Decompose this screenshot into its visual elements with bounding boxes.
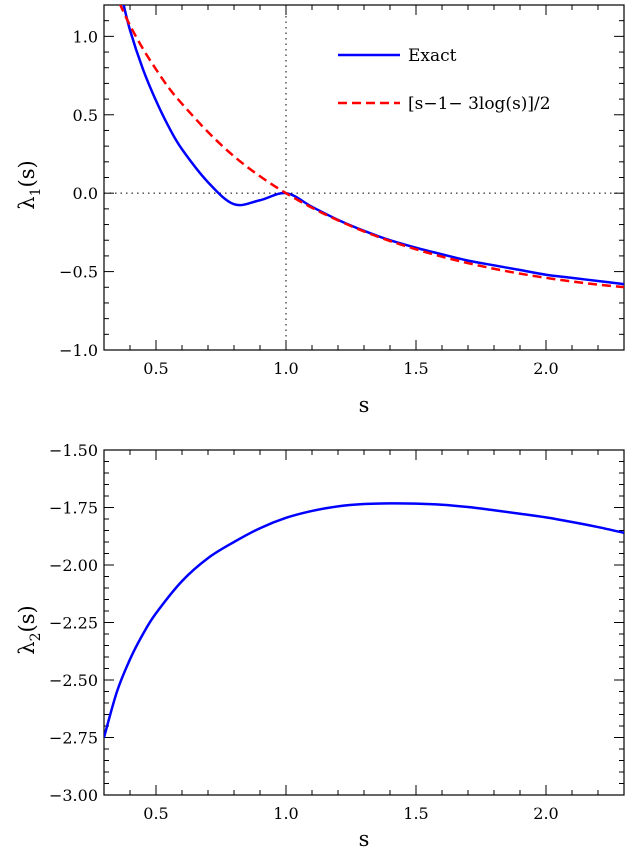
y-tick-label: 0.5 (73, 106, 98, 125)
x-tick-label: 2.0 (533, 804, 558, 823)
x-axis-label: s (359, 393, 370, 417)
x-axis-label: s (359, 827, 370, 851)
y-tick-label: 1.0 (73, 27, 98, 46)
y-tick-label: 0.0 (73, 184, 98, 203)
y-tick-label: −2.75 (49, 729, 98, 748)
y-tick-label: −0.5 (59, 263, 98, 282)
x-tick-label: 0.5 (143, 804, 168, 823)
series-line-1 (122, 5, 624, 286)
series-line-1 (104, 502, 624, 738)
y-tick-label: −1.0 (59, 341, 98, 360)
y-axis-label: λ1(s) (15, 160, 44, 209)
x-tick-label: 1.5 (403, 804, 428, 823)
y-tick-label: −2.25 (49, 614, 98, 633)
y-tick-label: −2.00 (49, 556, 98, 575)
y-axis-label: λ2(s) (15, 605, 44, 654)
x-tick-label: 2.0 (533, 359, 558, 378)
x-tick-label: 1.0 (273, 359, 298, 378)
legend: Exact [s−1− 3log(s)]/2 (338, 46, 551, 114)
x-tick-label: 1.0 (273, 804, 298, 823)
x-tick-label: 0.5 (143, 359, 168, 378)
legend-label-1: Exact (408, 46, 457, 66)
legend-label-2: [s−1− 3log(s)]/2 (408, 94, 551, 114)
x-tick-label: 1.5 (403, 359, 428, 378)
plot-frame (103, 449, 625, 796)
y-tick-label: −1.50 (49, 441, 98, 460)
y-tick-label: −1.75 (49, 499, 98, 518)
y-tick-label: −2.50 (49, 671, 98, 690)
plot-frame (103, 4, 625, 351)
chart-panel-1: 0.5 1.0 1.5 2.0 −1.0 −0.5 0.0 0.5 1.0 s λ1(s) Exact… (15, 4, 625, 417)
data-layer (118, 5, 624, 289)
chart-panel-2: 0.5 1.0 1.5 2.0 −3.00 −2.75 −2.50 −2.25 −2.00 −1.… (15, 441, 625, 851)
y-tick-label: −3.00 (49, 786, 98, 805)
series-line-2 (118, 5, 624, 289)
data-layer (104, 502, 624, 738)
